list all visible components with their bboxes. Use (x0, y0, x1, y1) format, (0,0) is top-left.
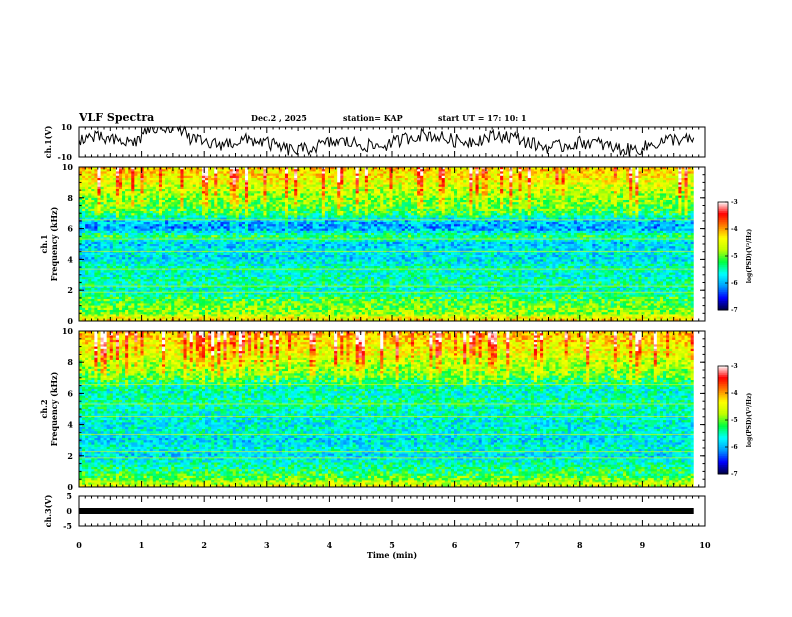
figure-date: Dec.2 , 2025 (251, 113, 307, 123)
figure-title: VLF Spectra (78, 111, 154, 124)
ch1-waveform-panel: 10 -10 ch.1(V) (43, 122, 705, 162)
vlf-spectra-figure: VLF Spectra Dec.2 , 2025 station= KAP st… (0, 0, 792, 612)
start-time-label: start UT = 17: 10: 1 (438, 113, 527, 123)
ch1-waveform-ylabel: ch.1(V) (43, 125, 53, 158)
ch1-ytick-top: 10 (61, 122, 73, 132)
station-label: station= KAP (343, 113, 403, 123)
ch1-ytick-bottom: -10 (58, 152, 73, 162)
ch1-spectrogram-image (79, 167, 705, 321)
